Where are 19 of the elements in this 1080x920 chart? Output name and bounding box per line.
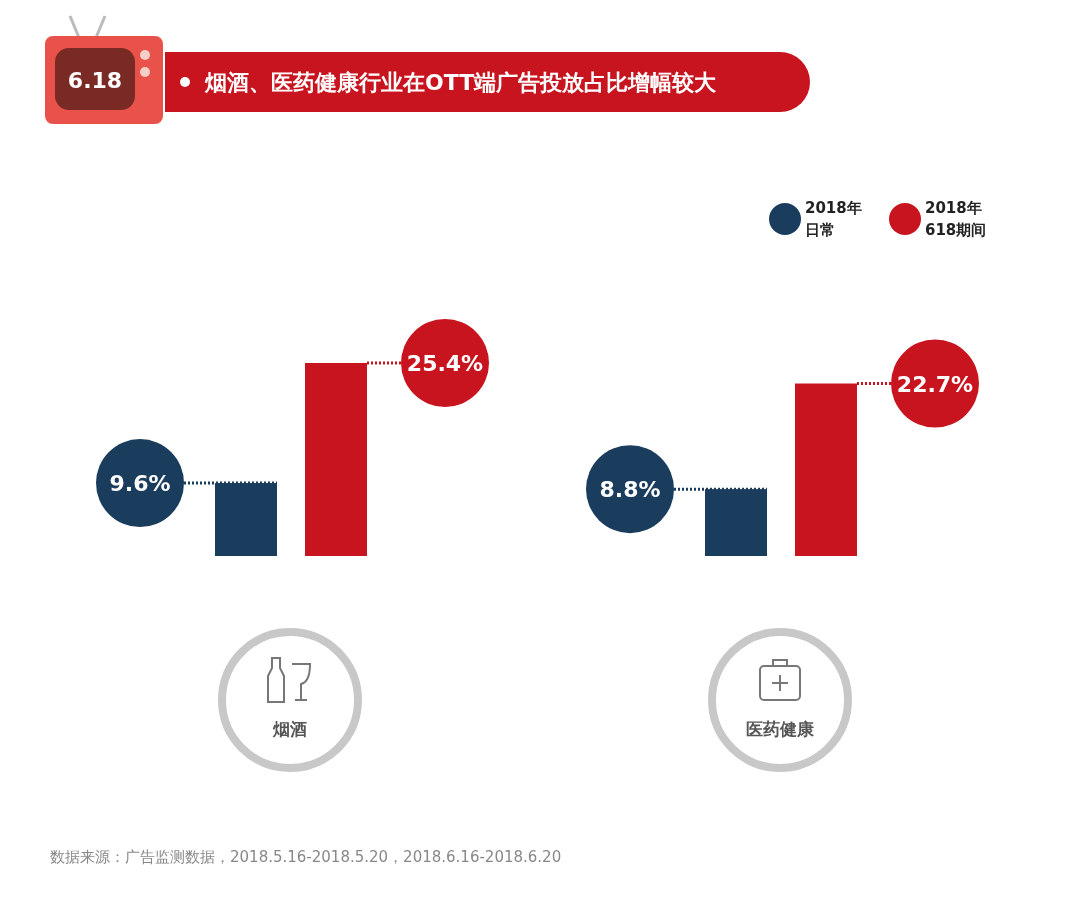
source-note: 数据来源：广告监测数据，2018.5.16-2018.5.20，2018.6.16-2018.6.20: [50, 848, 562, 866]
data-label: 9.6%: [109, 471, 171, 497]
text: 6.18: [67, 68, 123, 93]
x-tick-label: 医药健康: [746, 719, 815, 739]
chart-title: 烟酒、医药健康行业在OTT端广告投放占比增幅较大: [204, 70, 718, 95]
data-label: 22.7%: [896, 371, 974, 397]
bar: [215, 483, 277, 556]
bar: [795, 383, 857, 556]
bar: [305, 363, 367, 556]
value-label: 22.7%: [857, 339, 979, 428]
x-tick-label: 烟酒: [272, 719, 307, 739]
data-label: 25.4%: [406, 351, 484, 376]
data-label: 8.8%: [599, 477, 661, 503]
value-label: 25.4%: [367, 319, 489, 407]
value-label: 8.8%: [586, 445, 767, 534]
legend-label: 2018年618期间: [925, 198, 988, 241]
legend-label: 2018年日常: [805, 198, 863, 241]
bar: [705, 489, 767, 556]
value-label: 9.6%: [96, 439, 277, 528]
